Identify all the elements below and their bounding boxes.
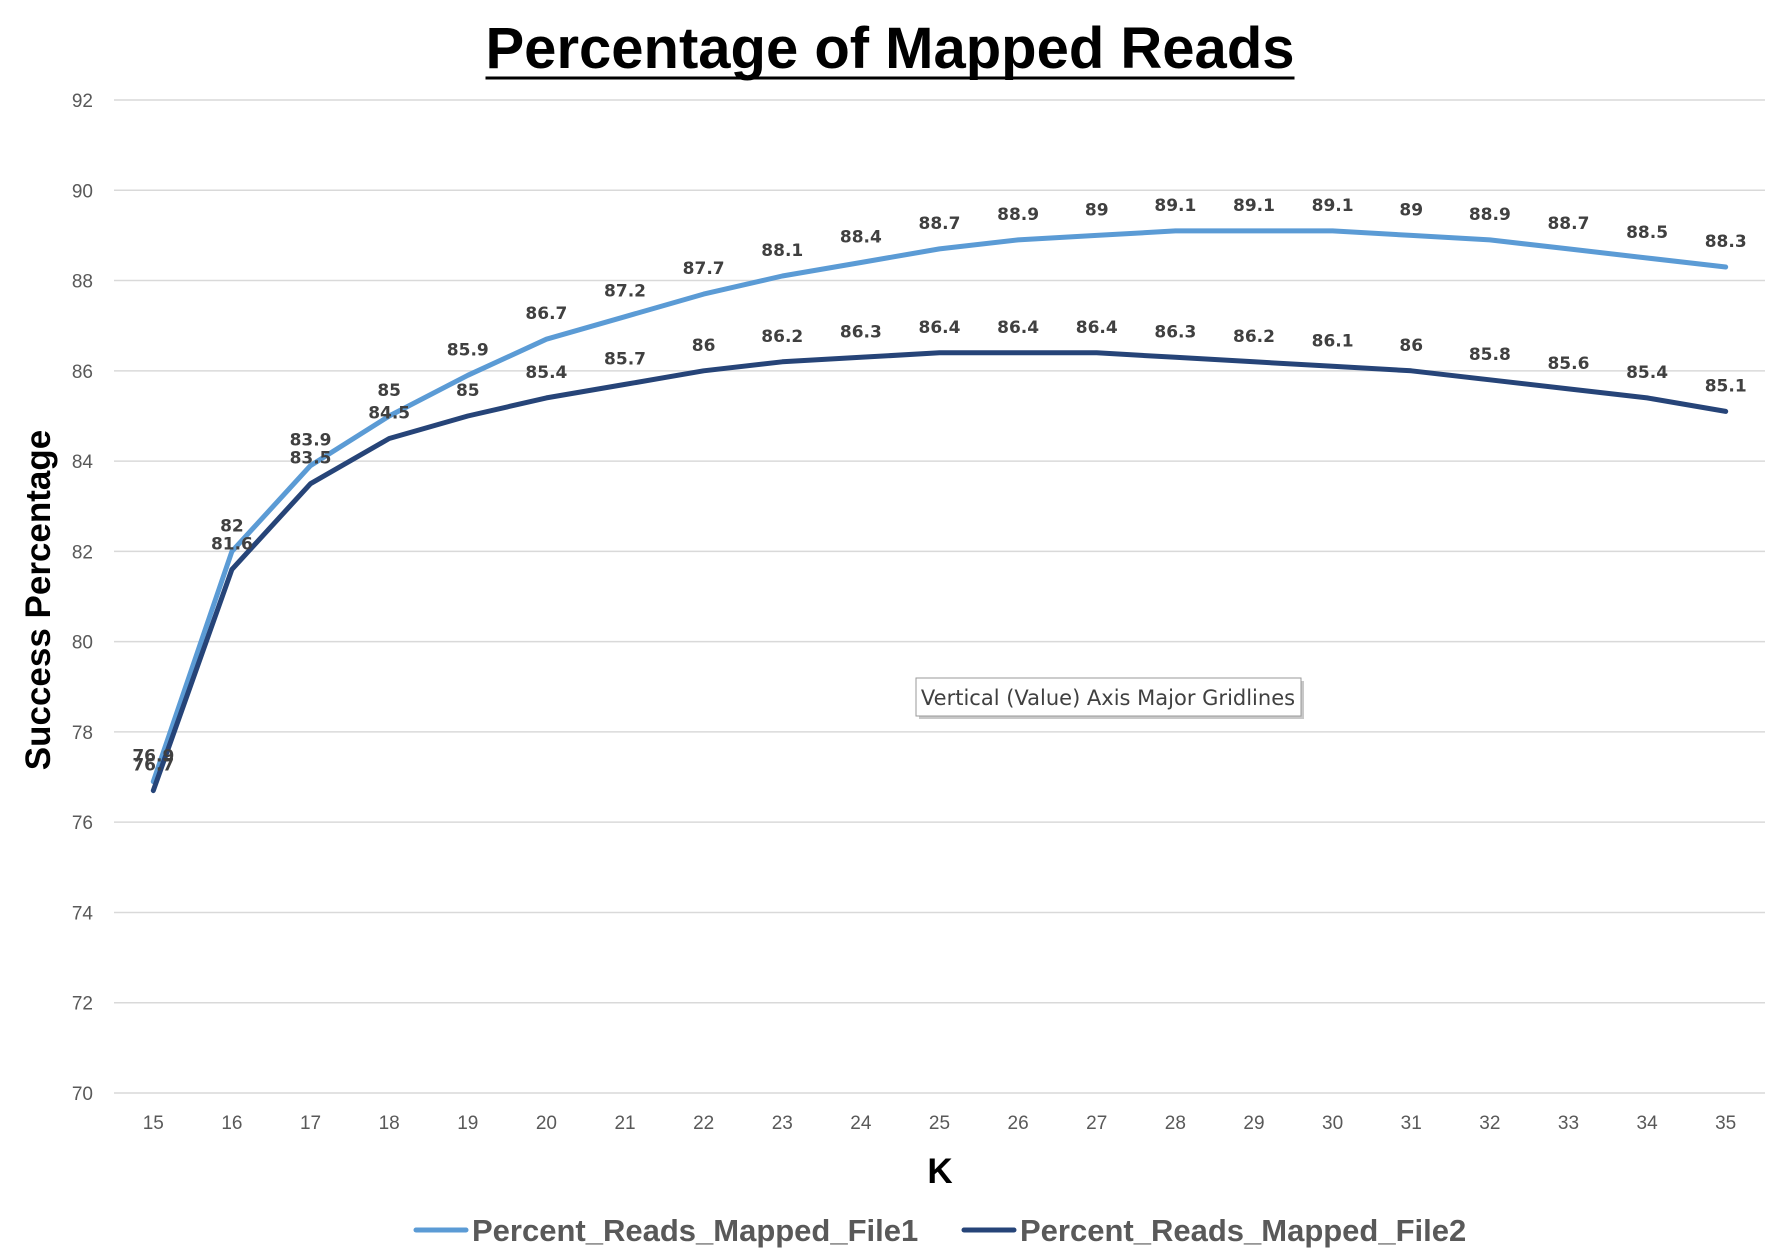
data-label-series-1: 89 — [1399, 200, 1423, 220]
legend-label-2[interactable]: Percent_Reads_Mapped_File2 — [1020, 1213, 1466, 1248]
data-label-series-2: 86 — [1399, 336, 1423, 356]
x-tick-label: 35 — [1715, 1113, 1736, 1134]
y-tick-label: 82 — [72, 542, 93, 563]
data-label-series-2: 86.2 — [761, 327, 803, 347]
data-label-series-1: 76.9 — [132, 747, 174, 767]
data-label-series-1: 88.3 — [1705, 232, 1747, 252]
x-tick-label: 21 — [614, 1113, 635, 1134]
series-lines[interactable] — [150, 228, 1729, 794]
data-label-series-1: 89.1 — [1312, 196, 1354, 216]
data-label-series-1: 88.4 — [840, 227, 882, 247]
chart-title: Percentage of Mapped Reads — [486, 16, 1295, 81]
legend-label-1[interactable]: Percent_Reads_Mapped_File1 — [472, 1213, 918, 1248]
data-label-series-1: 89.1 — [1154, 196, 1196, 216]
data-label-series-2: 86.3 — [840, 322, 882, 342]
x-axis-title: K — [927, 1152, 952, 1191]
data-label-series-2: 85.8 — [1469, 345, 1511, 365]
series-line-2[interactable] — [150, 350, 1729, 794]
series-line-1[interactable] — [150, 228, 1729, 785]
y-axis-title: Success Percentage — [19, 430, 58, 770]
data-label-series-2: 85.4 — [525, 363, 567, 383]
data-label-series-1: 89 — [1085, 200, 1109, 220]
y-tick-label: 76 — [72, 813, 93, 834]
y-tick-label: 74 — [72, 903, 94, 924]
y-tick-label: 90 — [72, 181, 93, 202]
x-tick-label: 26 — [1008, 1113, 1029, 1134]
x-tick-label: 18 — [379, 1113, 400, 1134]
data-label-series-1: 82 — [220, 516, 244, 536]
data-labels: 76.9 82 83.9 85 85.9 86.7 87.2 87.7 88.1 88.4 88.7… — [132, 196, 1746, 776]
x-tick-label: 34 — [1637, 1113, 1659, 1134]
data-label-series-1: 88.9 — [997, 205, 1039, 225]
data-label-series-1: 88.9 — [1469, 205, 1511, 225]
x-tick-label: 19 — [457, 1113, 478, 1134]
y-tick-label: 84 — [72, 452, 94, 473]
data-label-series-2: 86.4 — [1076, 318, 1118, 338]
y-tick-label: 78 — [72, 723, 93, 744]
data-label-series-2: 86.4 — [919, 318, 961, 338]
data-label-series-2: 86.4 — [997, 318, 1039, 338]
data-label-series-2: 86 — [692, 336, 716, 356]
y-tick-label: 70 — [72, 1084, 93, 1105]
data-label-series-2: 85.7 — [604, 349, 646, 369]
data-label-series-2: 81.6 — [211, 534, 253, 554]
data-label-series-1: 88.1 — [761, 241, 803, 261]
x-tick-label: 31 — [1401, 1113, 1422, 1134]
x-tick-label: 27 — [1086, 1113, 1107, 1134]
chart-title-group: Percentage of Mapped Reads — [485, 16, 1295, 81]
tooltip-box — [915, 677, 1302, 717]
data-label-series-2: 85 — [456, 381, 480, 401]
x-tick-label: 17 — [300, 1113, 321, 1134]
x-tick-label: 25 — [929, 1113, 950, 1134]
data-label-series-1: 88.7 — [919, 214, 961, 234]
data-label-series-1: 87.7 — [683, 259, 725, 279]
data-label-series-1: 83.9 — [290, 431, 332, 451]
data-label-series-2: 83.5 — [290, 449, 332, 469]
x-tick-label: 16 — [221, 1113, 242, 1134]
y-tick-label: 88 — [72, 272, 93, 293]
x-tick-label: 20 — [536, 1113, 557, 1134]
data-label-series-2: 86.1 — [1312, 331, 1354, 351]
data-label-series-2: 86.2 — [1233, 327, 1275, 347]
x-tick-label: 24 — [850, 1113, 872, 1134]
legend[interactable]: Percent_Reads_Mapped_File1 Percent_Reads_… — [413, 1213, 1466, 1248]
x-axis-tick-labels: 15 16 17 18 19 20 21 22 23 24 25 26 27 28 29 30 31 32 33 34… — [143, 1113, 1737, 1134]
data-label-series-1: 89.1 — [1233, 196, 1275, 216]
y-tick-label: 72 — [72, 994, 93, 1015]
data-label-series-1: 87.2 — [604, 282, 646, 302]
data-label-series-1: 88.5 — [1626, 223, 1668, 243]
tooltip-text: Vertical (Value) Axis Major Gridlines — [921, 686, 1295, 710]
data-label-series-2: 86.3 — [1154, 322, 1196, 342]
x-tick-label: 15 — [143, 1113, 164, 1134]
data-label-series-2: 85.6 — [1547, 354, 1589, 374]
data-label-series-2: 76.7 — [132, 756, 174, 776]
data-label-series-2: 85.1 — [1705, 376, 1747, 396]
x-tick-label: 30 — [1322, 1113, 1343, 1134]
x-tick-label: 33 — [1558, 1113, 1579, 1134]
data-label-series-1: 88.7 — [1547, 214, 1589, 234]
y-tick-label: 86 — [72, 362, 93, 383]
data-label-series-2: 85.4 — [1626, 363, 1668, 383]
data-label-series-1: 85.9 — [447, 340, 489, 360]
data-label-series-1: 86.7 — [525, 304, 567, 324]
x-tick-label: 28 — [1165, 1113, 1186, 1134]
data-label-series-2: 84.5 — [368, 404, 410, 424]
gridlines-tooltip: Vertical (Value) Axis Major Gridlines — [915, 677, 1304, 719]
x-tick-label: 29 — [1243, 1113, 1264, 1134]
y-tick-label: 92 — [72, 91, 93, 112]
data-label-series-1: 85 — [377, 381, 401, 401]
x-tick-label: 32 — [1479, 1113, 1500, 1134]
y-axis-tick-labels: 70 72 74 76 78 80 82 84 86 88 90 92 — [72, 91, 94, 1105]
gridlines[interactable] — [114, 99, 1765, 1094]
y-tick-label: 80 — [72, 633, 93, 654]
x-tick-label: 23 — [772, 1113, 793, 1134]
x-tick-label: 22 — [693, 1113, 714, 1134]
